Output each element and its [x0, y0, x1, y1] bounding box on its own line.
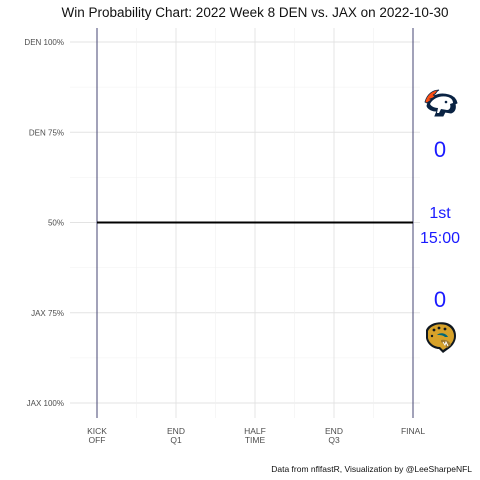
y-tick-label: DEN 100% — [24, 38, 64, 47]
y-tick-label: DEN 75% — [29, 128, 64, 137]
chart-title: Win Probability Chart: 2022 Week 8 DEN v… — [62, 5, 449, 20]
y-tick-label: JAX 75% — [31, 309, 64, 318]
x-tick-label: Q3 — [328, 435, 340, 445]
broncos-logo-icon — [424, 89, 458, 117]
x-tick-label: END — [325, 426, 343, 436]
chart-caption: Data from nflfastR, Visualization by @Le… — [271, 464, 472, 474]
game-quarter: 1st — [429, 205, 451, 222]
away-score: 0 — [434, 287, 446, 312]
x-tick-label: Q1 — [170, 435, 182, 445]
game-clock: 15:00 — [420, 230, 460, 247]
home-score: 0 — [434, 137, 446, 162]
x-tick-label: HALF — [244, 426, 266, 436]
jaguars-logo-icon — [426, 322, 456, 353]
x-tick-label: FINAL — [401, 426, 425, 436]
x-tick-label: END — [167, 426, 185, 436]
y-axis-ticks: DEN 100% DEN 75% 50% JAX 75% JAX 100% — [24, 38, 64, 408]
y-tick-label: 50% — [48, 219, 64, 228]
y-tick-label: JAX 100% — [27, 399, 64, 408]
x-tick-label: OFF — [89, 435, 106, 445]
x-tick-label: KICK — [87, 426, 107, 436]
x-tick-label: TIME — [245, 435, 266, 445]
